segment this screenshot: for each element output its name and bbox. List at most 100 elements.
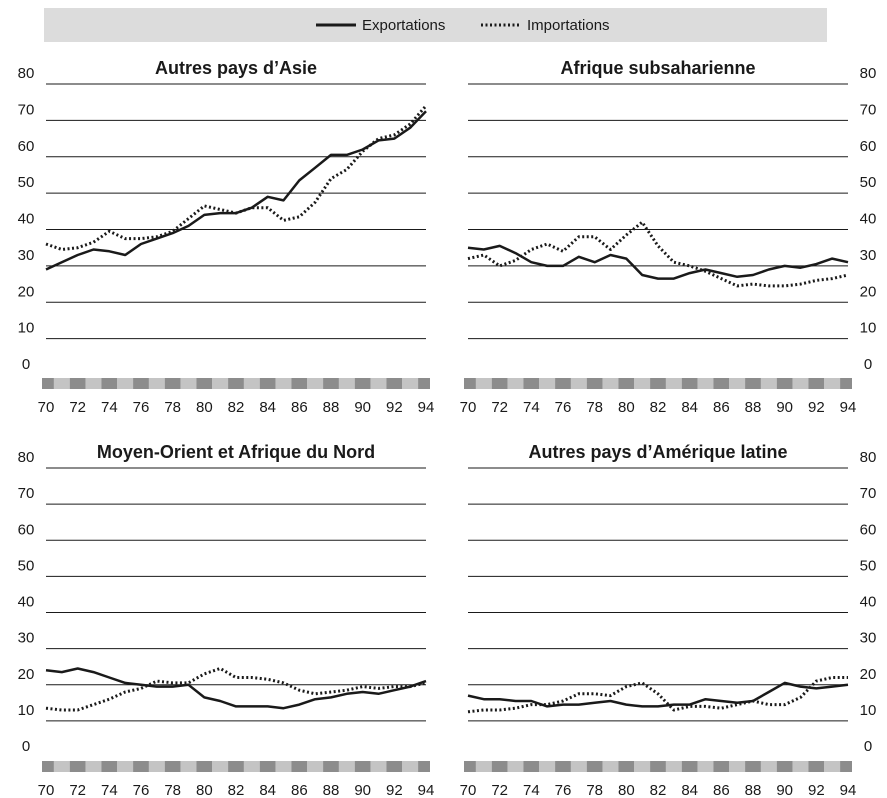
series-line-exportations — [45, 110, 427, 271]
axis-band-segment — [386, 761, 403, 772]
x-tick-label: 90 — [776, 782, 793, 798]
axis-band-segment — [323, 761, 339, 772]
x-tick-label: 92 — [808, 782, 825, 798]
x-tick-label: 74 — [101, 782, 118, 798]
axis-band-segment — [180, 378, 197, 389]
axis-band-segment — [212, 378, 229, 389]
axis-band-segment — [760, 378, 777, 389]
axis-band-segment — [618, 761, 635, 772]
axis-band-segment — [307, 761, 324, 772]
axis-band-segment — [760, 761, 777, 772]
y-tick-label: 0 — [864, 356, 872, 373]
y-tick-label: 20 — [18, 283, 35, 300]
axis-band-segment — [729, 378, 746, 389]
x-tick-label: 84 — [259, 399, 276, 416]
x-tick-label: 72 — [69, 782, 86, 798]
y-tick-label: 60 — [18, 138, 35, 155]
axis-band-segment — [491, 761, 508, 772]
axis-band-segment — [69, 761, 86, 772]
axis-band-segment — [729, 761, 746, 772]
chart-panel-3: Moyen-Orient et Afrique du Nord 0 10 20 30 40… — [18, 442, 435, 798]
axis-band-segment — [42, 761, 54, 772]
x-tick-label: 76 — [133, 782, 150, 798]
x-tick-label: 94 — [840, 782, 857, 798]
y-tick-label: 70 — [18, 485, 35, 502]
legend-label-importations: Importations — [527, 16, 610, 34]
axis-band-segment — [386, 378, 403, 389]
x-tick-label: 90 — [354, 782, 371, 798]
axis-band-segment — [180, 761, 197, 772]
axis-band-segment — [402, 378, 419, 389]
axis-band-segment — [539, 378, 556, 389]
x-tick-label: 94 — [840, 399, 857, 416]
x-tick-label: 78 — [586, 399, 603, 416]
y-tick-label: 30 — [860, 247, 877, 264]
chart-title: Autres pays d’Asie — [155, 58, 317, 78]
series-line-importations — [467, 220, 849, 288]
axis-band-segment — [665, 378, 682, 389]
axis-band-segment — [259, 378, 276, 389]
axis-band-segment — [117, 378, 134, 389]
axis-band-segment — [148, 761, 165, 772]
axis-band-segment — [307, 378, 324, 389]
axis-band-segment — [776, 761, 793, 772]
x-tick-label: 74 — [523, 782, 540, 798]
axis-band-segment — [228, 378, 244, 389]
axis-band-segment — [53, 761, 70, 772]
y-tick-label: 80 — [18, 65, 35, 82]
y-tick-label: 20 — [860, 666, 877, 683]
axis-band-segment — [338, 378, 355, 389]
axis-band-segment — [148, 378, 165, 389]
axis-band-segment — [101, 761, 118, 772]
axis-band-segment — [745, 378, 761, 389]
y-tick-label: 40 — [860, 594, 877, 611]
y-tick-label: 80 — [860, 449, 877, 466]
x-tick-label: 88 — [745, 399, 762, 416]
x-tick-label: 86 — [713, 399, 730, 416]
axis-band-segment — [776, 378, 793, 389]
axis-band-segment — [291, 761, 308, 772]
x-tick-label: 78 — [586, 782, 603, 798]
x-tick-label: 80 — [196, 782, 213, 798]
axis-band-segment — [370, 761, 387, 772]
x-tick-label: 82 — [650, 782, 667, 798]
axis-band-segment — [402, 761, 419, 772]
axis-band-segment — [681, 378, 698, 389]
axis-band-segment — [523, 378, 540, 389]
axis-band-segment — [323, 378, 339, 389]
y-tick-label: 70 — [860, 101, 877, 118]
y-tick-label: 0 — [22, 738, 30, 755]
y-tick-label: 50 — [18, 557, 35, 574]
y-tick-label: 30 — [860, 630, 877, 647]
y-tick-label: 0 — [864, 738, 872, 755]
axis-band-segment — [464, 378, 476, 389]
x-tick-label: 82 — [228, 399, 245, 416]
axis-band-segment — [370, 378, 387, 389]
axis-band-segment — [681, 761, 698, 772]
axis-band-segment — [539, 761, 556, 772]
axis-band-segment — [507, 378, 524, 389]
x-tick-label: 80 — [196, 399, 213, 416]
axis-band-segment — [602, 378, 619, 389]
axis-band-segment — [665, 761, 682, 772]
y-tick-label: 80 — [18, 449, 35, 466]
axis-band-segment — [275, 378, 292, 389]
legend-solid-line-swatch — [316, 23, 356, 27]
x-tick-label: 70 — [38, 782, 55, 798]
x-tick-label: 70 — [38, 399, 55, 416]
y-tick-label: 40 — [860, 211, 877, 228]
y-tick-label: 30 — [18, 247, 35, 264]
x-tick-label: 80 — [618, 782, 635, 798]
axis-band-segment — [808, 761, 825, 772]
y-tick-label: 10 — [860, 320, 877, 337]
axis-band-segment — [792, 378, 809, 389]
axis-band-segment — [491, 378, 508, 389]
axis-band-segment — [792, 761, 809, 772]
x-tick-label: 94 — [418, 782, 435, 798]
axis-band-segment — [354, 761, 371, 772]
axis-band-segment — [713, 378, 730, 389]
axis-band-segment — [117, 761, 134, 772]
y-tick-label: 40 — [18, 594, 35, 611]
chart-title: Autres pays d’Amérique latine — [528, 442, 787, 462]
